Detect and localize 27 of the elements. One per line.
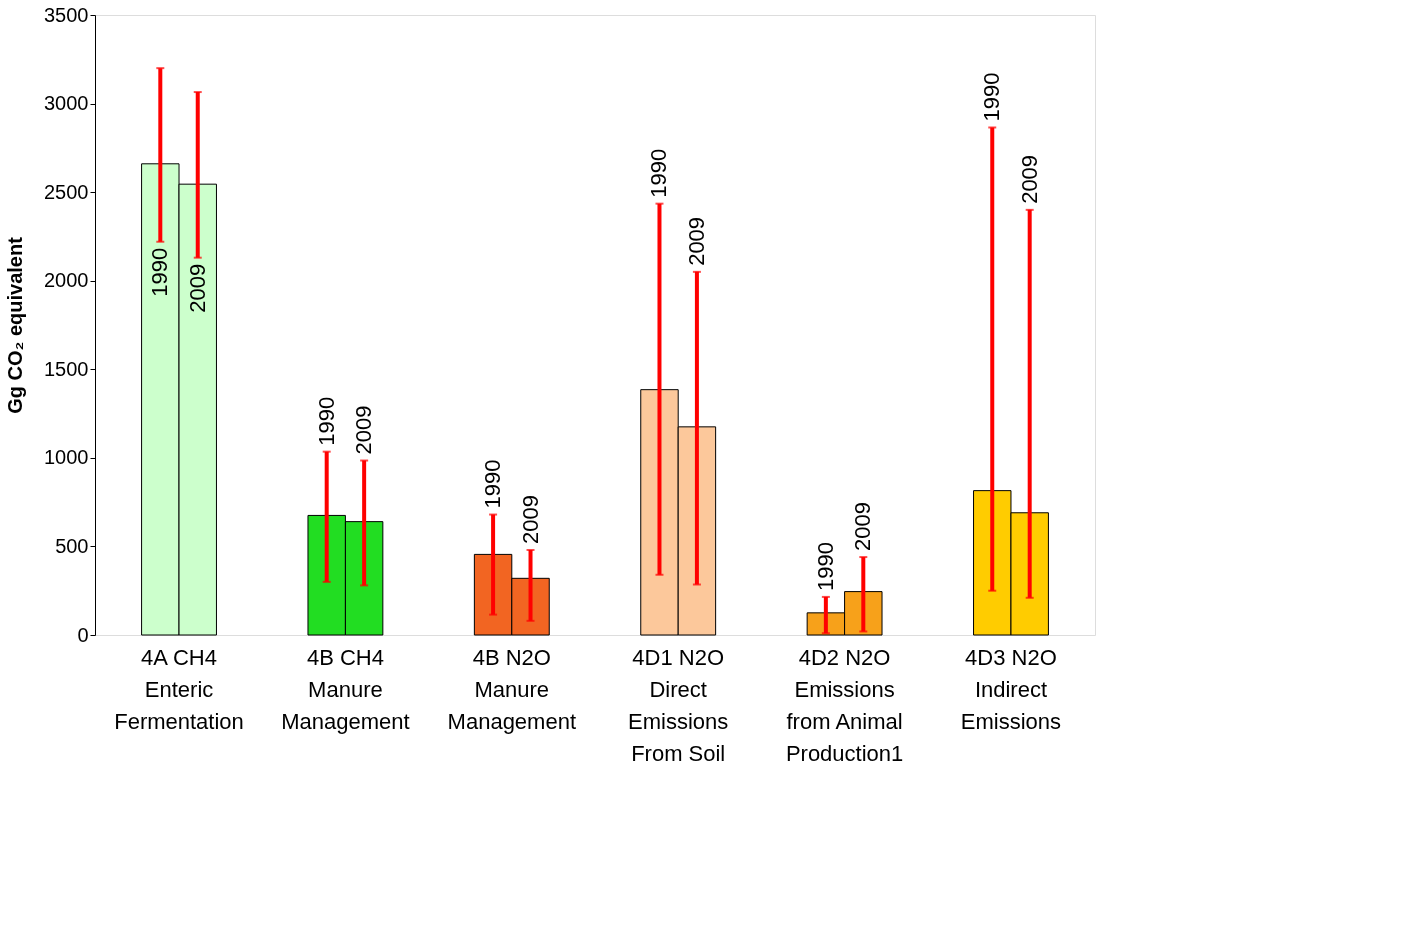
text: 1990 <box>480 459 506 509</box>
text: 2009 <box>517 495 543 544</box>
text: 1990 <box>646 148 672 198</box>
y-tick-label: 1500 <box>44 357 89 380</box>
x-tick-label: 4D1 N2O Direct Emissions From Soil <box>628 644 729 766</box>
text: 2009 <box>850 502 876 552</box>
y-tick-label: 500 <box>55 534 89 557</box>
y-axis-title: Gg CO₂ equivalent <box>4 236 27 414</box>
y-tick-label: 3500 <box>44 3 89 26</box>
text: 2009 <box>683 216 709 266</box>
y-tick-label: 2500 <box>44 180 89 203</box>
x-tick-label: 4B N2O Manure Management <box>447 644 577 734</box>
text: 1990 <box>812 541 838 591</box>
y-tick-label: 0 <box>77 623 89 646</box>
series-label: 1990 <box>147 247 173 297</box>
y-tick-label: 1000 <box>44 446 89 469</box>
text: 1990 <box>979 72 1005 122</box>
text: 2009 <box>351 405 377 455</box>
x-tick-label: 4B CH4 Manure Management <box>281 644 410 734</box>
text: 1990 <box>313 396 339 446</box>
y-tick-label: 3000 <box>44 92 89 115</box>
text: 2009 <box>1016 154 1042 204</box>
x-tick-label: 4D2 N2O Emissions from Animal Production1 <box>785 644 904 766</box>
y-tick-label: 2000 <box>44 269 89 292</box>
series-label: 2009 <box>184 263 210 313</box>
x-tick-label: 4A CH4 Enteric Fermentation <box>114 644 244 734</box>
x-tick-label: 4D3 N2O Indirect Emissions <box>960 644 1062 734</box>
